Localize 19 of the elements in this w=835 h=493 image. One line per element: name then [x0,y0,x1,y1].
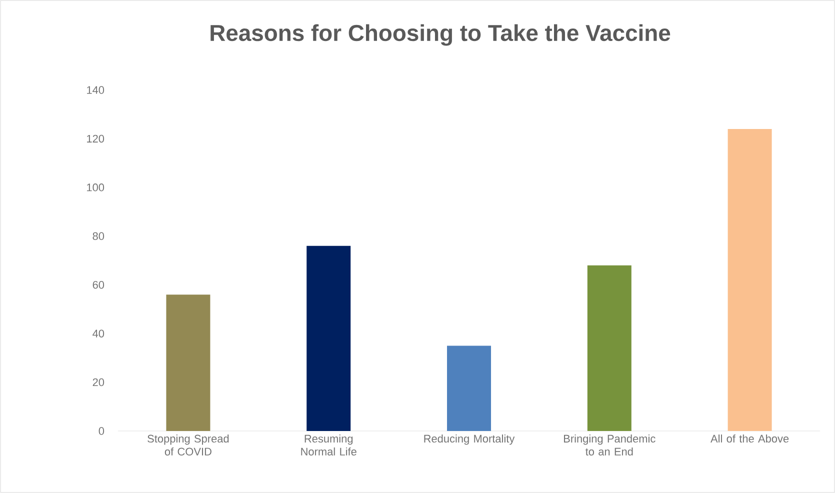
y-tick-label: 20 [92,378,104,386]
y-tick-label: 60 [92,280,104,289]
y-tick-label: 0 [98,427,104,435]
bar [447,346,492,431]
x-tick-label: All of the Above [710,434,789,443]
bar [306,246,351,431]
bar [166,294,210,431]
y-tick-label: 140 [87,86,104,94]
y-tick-label: 80 [92,232,104,240]
bar [587,265,632,431]
bar [728,128,772,431]
y-tick-label: 100 [87,184,104,192]
chart-title: Reasons for Choosing to Take the Vaccine [210,24,670,46]
x-tick-label: Stopping Spread of COVID [148,434,229,456]
y-tick-label: 40 [92,330,104,338]
x-tick-label: Reducing Mortality [424,434,515,445]
x-tick-label: Resuming Normal Life [301,434,356,456]
x-tick-label: Bringing Pandemic to an End [564,434,656,456]
y-tick-label: 120 [87,134,104,143]
